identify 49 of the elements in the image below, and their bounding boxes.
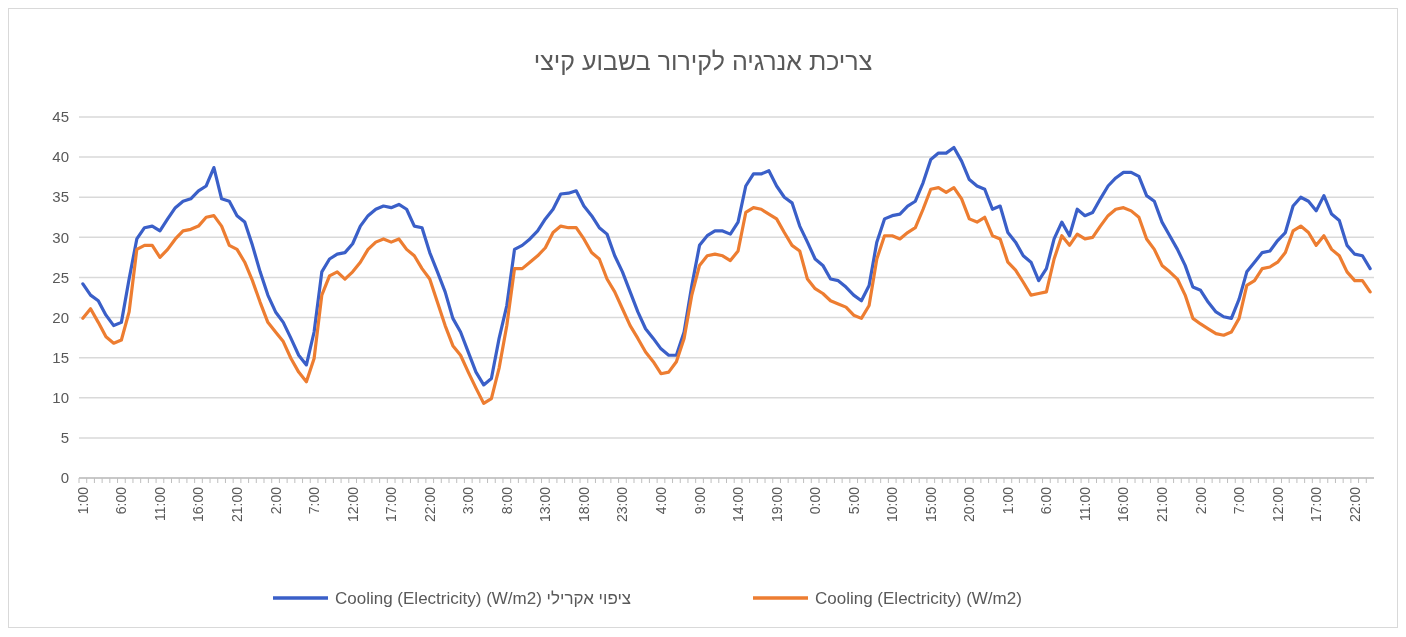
x-tick-label: 19:00 [768,486,785,523]
x-tick-label: 22:00 [1346,486,1363,523]
x-tick-label: 5:00 [845,486,862,515]
x-tick-label: 17:00 [1308,486,1325,523]
x-tick-label: 17:00 [383,486,400,523]
x-tick-label: 22:00 [421,486,438,523]
x-tick-label: 7:00 [306,486,323,515]
x-tick-label: 15:00 [922,486,939,523]
x-tick-label: 23:00 [614,486,631,523]
x-tick-label: 12:00 [1269,486,1286,523]
y-tick-label: 15 [52,348,69,366]
y-tick-label: 0 [60,469,69,487]
x-tick-label: 8:00 [498,486,515,515]
x-tick-label: 7:00 [1231,486,1248,515]
x-tick-label: 16:00 [1115,486,1132,523]
chart-title: צריכת אנרגיה לקירור בשבוע קיצי [533,47,873,75]
x-tick-label: 11:00 [1076,486,1093,521]
x-tick-label: 4:00 [652,486,669,515]
y-tick-label: 45 [52,108,69,126]
x-tick-label: 12:00 [344,486,361,523]
legend-label: Cooling (Electricity) (W/m2) ציפוי אקרילי [335,588,632,608]
x-tick-label: 9:00 [691,486,708,515]
line-series [81,186,1372,405]
x-tick-label: 20:00 [961,486,978,523]
x-tick-label: 2:00 [267,486,284,515]
y-tick-label: 40 [52,148,69,166]
y-tick-label: 25 [52,268,69,286]
x-tick-label: 21:00 [229,486,246,523]
y-tick-label: 5 [60,429,69,447]
x-tick-label: 3:00 [460,486,477,515]
x-tick-label: 14:00 [730,486,747,523]
x-tick-label: 0:00 [807,486,824,515]
x-tick-label: 21:00 [1154,486,1171,523]
x-tick-label: 11:00 [151,486,168,521]
y-tick-label: 30 [52,228,69,246]
x-tick-label: 6:00 [113,486,130,515]
x-tick-label: 16:00 [190,486,207,523]
legend-label: Cooling (Electricity) (W/m2) [815,588,1022,608]
y-tick-label: 10 [52,389,69,407]
y-tick-label: 35 [52,188,69,206]
line-series [81,145,1372,387]
y-tick-label: 20 [52,308,69,326]
x-tick-label: 2:00 [1192,486,1209,515]
x-tick-label: 1:00 [74,486,91,515]
x-tick-label: 10:00 [884,486,901,523]
x-tick-label: 18:00 [575,486,592,523]
x-tick-label: 13:00 [537,486,554,523]
x-tick-label: 6:00 [1038,486,1055,515]
x-tick-label: 1:00 [999,486,1016,515]
